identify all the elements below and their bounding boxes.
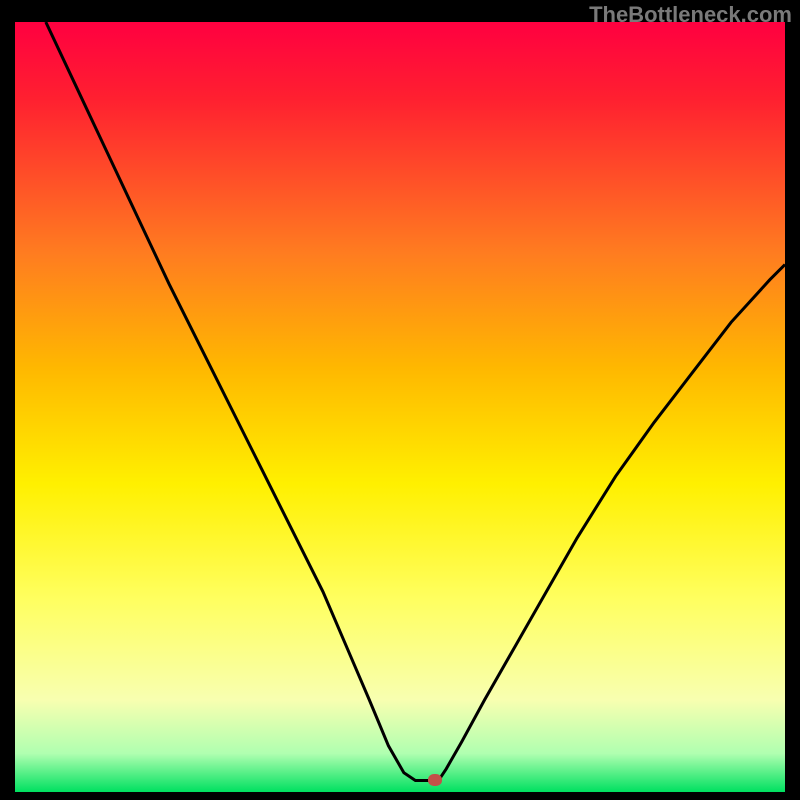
chart-plot-area (15, 22, 785, 792)
bottleneck-curve (46, 22, 785, 780)
curve-svg (15, 22, 785, 792)
watermark-text: TheBottleneck.com (589, 2, 792, 28)
minimum-marker (428, 774, 442, 786)
